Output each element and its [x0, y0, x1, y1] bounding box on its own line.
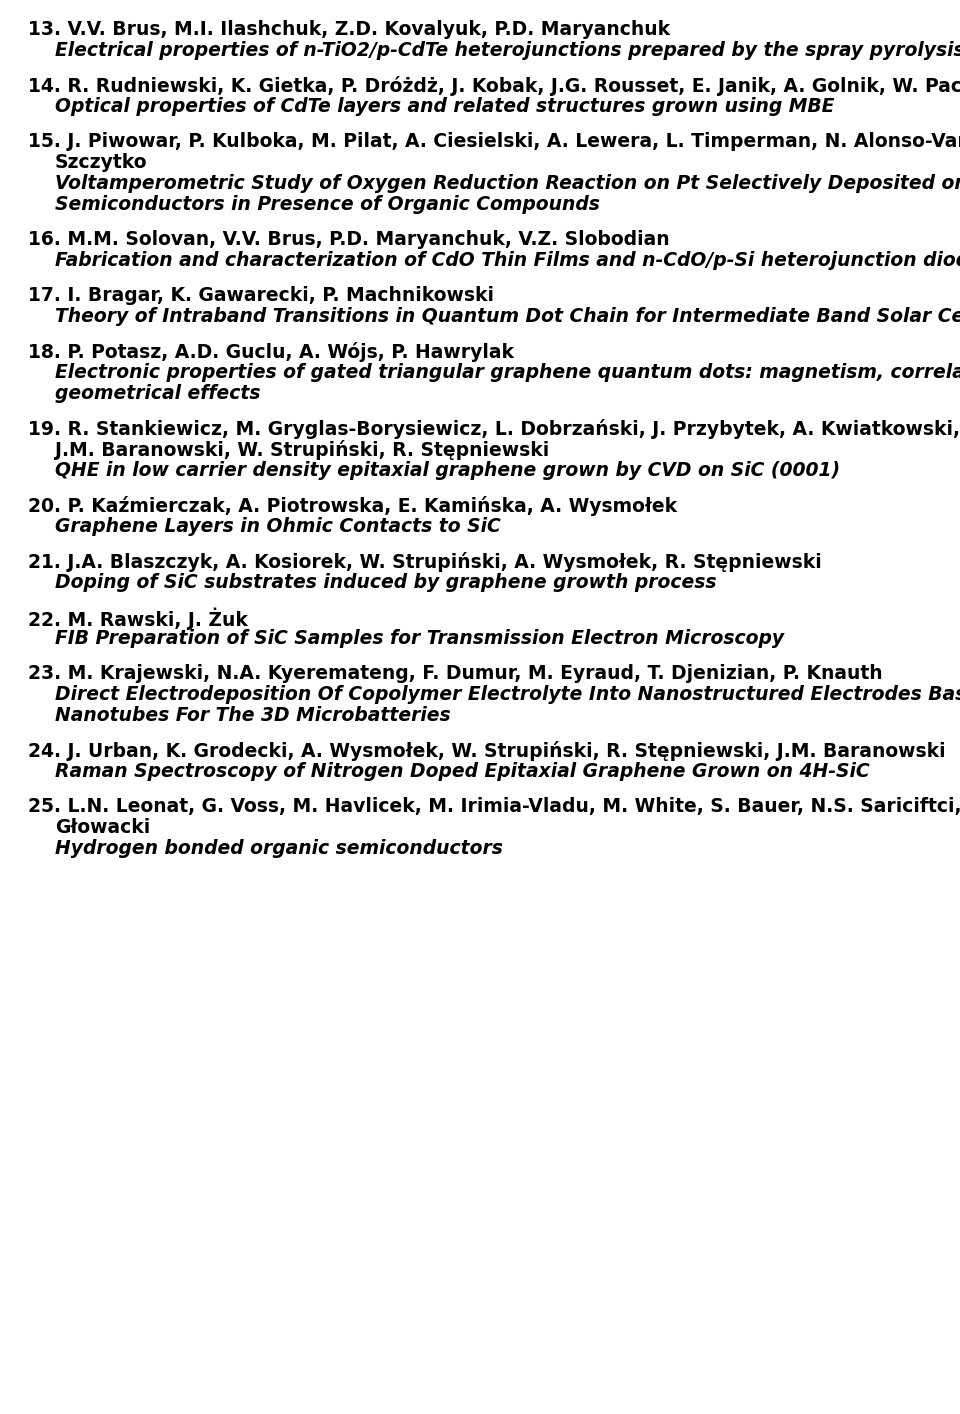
Text: Theory of Intraband Transitions in Quantum Dot Chain for Intermediate Band Solar: Theory of Intraband Transitions in Quant… — [55, 307, 960, 327]
Text: 17. I. Bragar, K. Gawarecki, P. Machnikowski: 17. I. Bragar, K. Gawarecki, P. Machniko… — [28, 286, 494, 305]
Text: 16. M.M. Solovan, V.V. Brus, P.D. Maryanchuk, V.Z. Slobodian: 16. M.M. Solovan, V.V. Brus, P.D. Maryan… — [28, 230, 670, 249]
Text: 24. J. Urban, K. Grodecki, A. Wysmоłek, W. Strupiński, R. Stępniewski, J.M. Bara: 24. J. Urban, K. Grodecki, A. Wysmоłek, … — [28, 741, 946, 761]
Text: Electronic properties of gated triangular graphene quantum dots: magnetism, corr: Electronic properties of gated triangula… — [55, 363, 960, 382]
Text: geometrical effects: geometrical effects — [55, 385, 260, 403]
Text: 15. J. Piwowar, P. Kulboka, M. Pilat, A. Ciesielski, A. Lewera, L. Timperman, N.: 15. J. Piwowar, P. Kulboka, M. Pilat, A.… — [28, 132, 960, 151]
Text: Głowacki: Głowacki — [55, 819, 151, 837]
Text: Optical properties of CdTe layers and related structures grown using MBE: Optical properties of CdTe layers and re… — [55, 98, 834, 116]
Text: Electrical properties of n-TiO2/p-CdTe heterojunctions prepared by the spray pyr: Electrical properties of n-TiO2/p-CdTe h… — [55, 41, 960, 59]
Text: 23. M. Krajewski, N.A. Kyeremateng, F. Dumur, M. Eyraud, T. Djenizian, P. Knauth: 23. M. Krajewski, N.A. Kyeremateng, F. D… — [28, 665, 882, 683]
Text: Hydrogen bonded organic semiconductors: Hydrogen bonded organic semiconductors — [55, 839, 503, 858]
Text: Graphene Layers in Ohmic Contacts to SiC: Graphene Layers in Ohmic Contacts to SiC — [55, 518, 501, 536]
Text: FIB Preparation of SiC Samples for Transmission Electron Microscopy: FIB Preparation of SiC Samples for Trans… — [55, 629, 784, 648]
Text: Voltamperometric Study of Oxygen Reduction Reaction on Pt Selectively Deposited : Voltamperometric Study of Oxygen Reducti… — [55, 174, 960, 192]
Text: 19. R. Stankiewicz, M. Gryglas-Borysiewicz, L. Dobrzański, J. Przybytek, A. Kwia: 19. R. Stankiewicz, M. Gryglas-Borysiewi… — [28, 419, 960, 438]
Text: 18. P. Potasz, A.D. Guclu, A. Wójs, P. Hawrylak: 18. P. Potasz, A.D. Guclu, A. Wójs, P. H… — [28, 342, 514, 362]
Text: Direct Electrodeposition Of Copolymer Electrolyte Into Nanostructured Electrodes: Direct Electrodeposition Of Copolymer El… — [55, 684, 960, 704]
Text: J.M. Baranowski, W. Strupiński, R. Stępniewski: J.M. Baranowski, W. Strupiński, R. Stępn… — [55, 440, 549, 460]
Text: Szczytko: Szczytko — [55, 153, 148, 173]
Text: Semiconductors in Presence of Organic Compounds: Semiconductors in Presence of Organic Co… — [55, 195, 600, 214]
Text: 14. R. Rudniewski, K. Gietka, P. Dróżdż, J. Kobak, J.G. Rousset, E. Janik, A. Go: 14. R. Rudniewski, K. Gietka, P. Dróżdż,… — [28, 76, 960, 96]
Text: 25. L.N. Leonat, G. Voss, M. Havlicek, M. Irimia-Vladu, M. White, S. Bauer, N.S.: 25. L.N. Leonat, G. Voss, M. Havlicek, M… — [28, 797, 960, 816]
Text: Doping of SiC substrates induced by graphene growth process: Doping of SiC substrates induced by grap… — [55, 573, 716, 592]
Text: QHE in low carrier density epitaxial graphene grown by CVD on SiC (0001): QHE in low carrier density epitaxial gra… — [55, 461, 840, 479]
Text: 20. P. Kaźmierczak, A. Piotrowska, E. Kamińska, A. Wysmоłek: 20. P. Kaźmierczak, A. Piotrowska, E. Ka… — [28, 496, 677, 516]
Text: Fabrication and characterization of CdO Thin Films and n-CdO/p-Si heterojunction: Fabrication and characterization of CdO … — [55, 252, 960, 270]
Text: 13. V.V. Brus, M.I. Ilashchuk, Z.D. Kovalyuk, P.D. Maryanchuk: 13. V.V. Brus, M.I. Ilashchuk, Z.D. Kova… — [28, 20, 670, 40]
Text: 22. M. Rawski, J. Żuk: 22. M. Rawski, J. Żuk — [28, 608, 248, 631]
Text: Raman Spectroscopy of Nitrogen Doped Epitaxial Graphene Grown on 4H-SiC: Raman Spectroscopy of Nitrogen Doped Epi… — [55, 762, 870, 781]
Text: Nanotubes For The 3D Microbatteries: Nanotubes For The 3D Microbatteries — [55, 706, 450, 725]
Text: 21. J.A. Blaszczyk, A. Kosiorek, W. Strupiński, A. Wysmоłek, R. Stępniewski: 21. J.A. Blaszczyk, A. Kosiorek, W. Stru… — [28, 551, 822, 573]
